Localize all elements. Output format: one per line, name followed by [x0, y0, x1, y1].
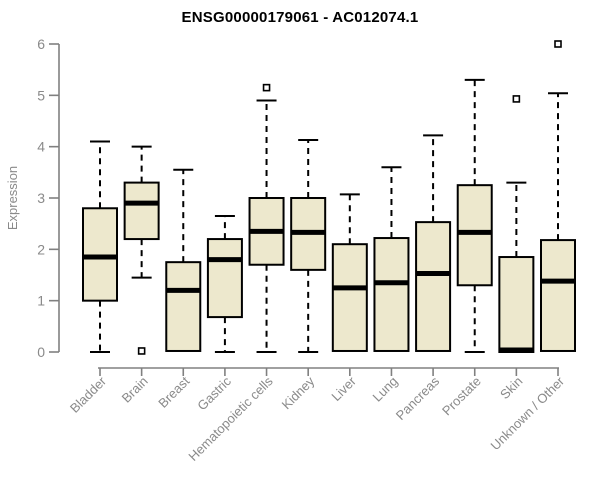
iqr-box	[165, 261, 202, 352]
boxplot-bladder	[82, 140, 118, 353]
iqr-box	[206, 238, 243, 319]
boxplot-gastric	[206, 214, 243, 353]
iqr-box	[373, 237, 410, 352]
iqr-box	[456, 184, 493, 287]
boxplot-breast	[165, 168, 202, 352]
boxplot-pancreas	[415, 134, 452, 352]
x-category-label-bladder: Bladder	[67, 373, 110, 416]
chart-title: ENSG00000179061 - AC012074.1	[181, 9, 419, 26]
outlier-point	[137, 347, 146, 355]
iqr-box	[331, 243, 368, 352]
x-category-label-breast: Breast	[155, 373, 192, 410]
boxplot-prostate	[456, 78, 493, 353]
boxplot-kidney	[290, 138, 327, 353]
y-tick-label: 1	[37, 293, 45, 309]
boxplot-unknown-other	[540, 40, 576, 352]
y-tick-label: 0	[37, 344, 45, 360]
outlier-point	[554, 40, 562, 48]
x-category-label-gastric: Gastric	[194, 373, 234, 413]
x-category-label-lung: Lung	[370, 374, 401, 405]
boxplot-hematopoietic-cells	[248, 83, 285, 353]
outlier-point	[262, 83, 271, 92]
x-category-label-pancreas: Pancreas	[393, 373, 443, 423]
boxplot-brain	[123, 145, 160, 355]
x-category-label-prostate: Prostate	[439, 374, 484, 419]
x-category-label-brain: Brain	[119, 374, 151, 406]
y-tick-label: 6	[37, 36, 45, 52]
x-category-label-liver: Liver	[328, 373, 359, 404]
boxplot-skin	[498, 95, 535, 353]
iqr-box	[415, 221, 452, 352]
y-tick-label: 3	[37, 190, 45, 206]
x-category-label-kidney: Kidney	[279, 373, 318, 412]
boxplot-lung	[373, 166, 410, 352]
y-tick-label: 4	[37, 139, 45, 155]
boxplot-liver	[331, 193, 368, 352]
outlier-point	[512, 95, 521, 103]
iqr-box	[540, 239, 576, 352]
y-axis-label: Expression	[5, 166, 20, 230]
x-category-label-skin: Skin	[497, 374, 525, 402]
iqr-box	[82, 207, 118, 302]
iqr-box	[123, 181, 160, 241]
y-tick-label: 5	[37, 87, 45, 103]
iqr-box	[498, 256, 535, 353]
x-category-label-unknown-other: Unknown / Other	[488, 373, 568, 453]
y-tick-label: 2	[37, 241, 45, 257]
